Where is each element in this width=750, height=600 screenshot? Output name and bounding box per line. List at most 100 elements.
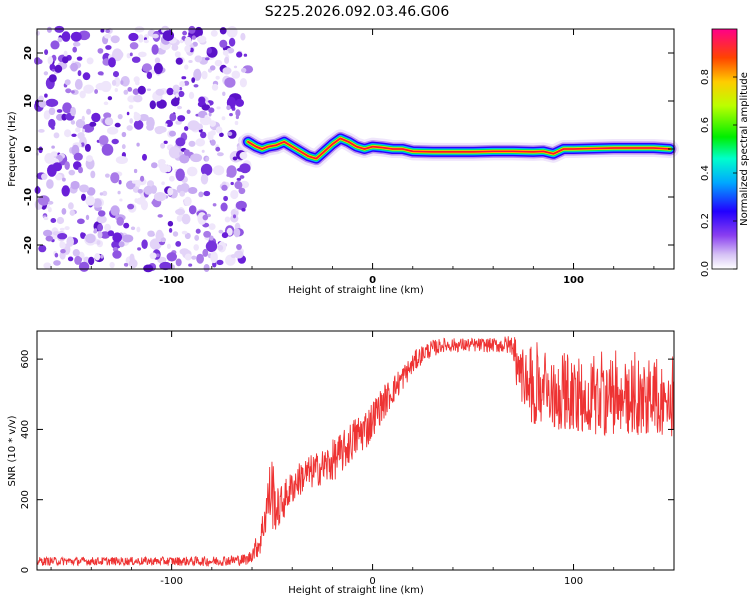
noise-blob — [97, 230, 103, 239]
noise-blob — [113, 71, 119, 78]
noise-blob — [109, 261, 115, 269]
noise-blob — [235, 109, 241, 117]
snr-ytick-label: 400 — [20, 420, 31, 439]
noise-blob — [171, 44, 179, 51]
spectrogram-xtick-label: -100 — [159, 275, 184, 286]
noise-blob — [183, 80, 190, 86]
noise-blob — [132, 88, 140, 95]
noise-blob — [43, 110, 51, 120]
noise-blob — [140, 175, 145, 182]
noise-blob — [41, 173, 48, 180]
noise-blob — [154, 57, 161, 64]
noise-blob — [230, 189, 239, 200]
noise-blob — [146, 88, 151, 91]
noise-blob — [59, 227, 65, 231]
colorbar-tick-label: 0.0 — [700, 261, 711, 277]
noise-blob — [208, 223, 216, 231]
noise-blob — [47, 164, 57, 177]
noise-blob — [143, 264, 154, 273]
noise-blob — [71, 133, 77, 137]
colorbar-label: Normalized spectral amplitude — [739, 72, 750, 226]
noise-blob — [104, 33, 112, 39]
colorbar-tick-label: 0.2 — [700, 213, 711, 229]
noise-blob — [105, 173, 110, 178]
noise-blob — [166, 243, 171, 249]
noise-blob — [229, 113, 233, 117]
noise-blob — [70, 180, 80, 190]
noise-blob — [224, 77, 236, 88]
snr-xtick-label: 0 — [369, 576, 375, 587]
noise-blob — [47, 56, 54, 65]
noise-blob — [74, 78, 83, 90]
noise-blob — [84, 143, 91, 152]
noise-blob — [105, 45, 112, 50]
noise-blob — [70, 31, 82, 42]
noise-blob — [174, 95, 180, 103]
noise-blob — [235, 115, 239, 120]
noise-blob — [202, 248, 209, 257]
noise-blob — [50, 151, 58, 157]
noise-blob — [46, 179, 54, 189]
noise-blob — [168, 228, 173, 233]
noise-blob — [48, 200, 54, 205]
noise-blob — [209, 65, 216, 71]
noise-blob — [191, 255, 197, 260]
noise-blob — [121, 131, 127, 138]
noise-blob — [45, 235, 54, 242]
noise-blob — [78, 261, 90, 272]
noise-blob — [80, 142, 85, 147]
noise-blob — [64, 161, 70, 170]
noise-blob — [219, 39, 228, 48]
noise-blob — [131, 56, 141, 63]
noise-blob — [190, 153, 203, 163]
noise-blob — [59, 241, 66, 249]
spectrogram-xtick-label: 0 — [369, 275, 376, 286]
noise-blob — [143, 185, 153, 195]
noise-blob — [72, 249, 80, 257]
noise-blob — [67, 256, 74, 262]
noise-blob — [108, 57, 116, 68]
noise-blob — [159, 261, 172, 271]
noise-blob — [186, 109, 191, 115]
noise-blob — [159, 163, 169, 173]
noise-blob — [114, 88, 119, 92]
noise-blob — [75, 119, 86, 129]
noise-blob — [153, 62, 163, 75]
noise-blob — [232, 156, 238, 161]
noise-blob — [147, 230, 155, 237]
noise-blob — [238, 187, 246, 195]
noise-blob — [74, 255, 82, 265]
noise-blob — [103, 112, 112, 119]
noise-blob — [175, 168, 185, 182]
noise-blob — [169, 175, 175, 182]
noise-blob — [151, 44, 159, 55]
noise-blob — [155, 253, 160, 258]
snr-xtick-label: 100 — [564, 576, 583, 587]
snr-ytick-label: 600 — [20, 350, 31, 369]
noise-blob — [135, 80, 140, 86]
noise-blob — [107, 96, 113, 101]
noise-blob — [206, 47, 212, 54]
noise-blob — [152, 33, 159, 39]
noise-blob — [130, 226, 136, 231]
noise-blob — [82, 72, 91, 81]
noise-blob — [221, 232, 229, 239]
noise-blob — [111, 240, 122, 249]
noise-blob — [43, 262, 52, 269]
noise-blob — [54, 64, 63, 73]
noise-blob — [228, 37, 236, 47]
noise-blob — [64, 129, 72, 138]
noise-blob — [100, 28, 105, 33]
noise-blob — [100, 254, 104, 259]
noise-blob — [234, 120, 239, 126]
noise-blob — [176, 215, 183, 222]
noise-blob — [110, 205, 120, 216]
noise-blob — [104, 117, 114, 126]
snr-panel: -100 0 100 0 200 400 600 Height of straight li… — [7, 330, 675, 596]
noise-blob — [181, 213, 191, 225]
noise-blob — [133, 112, 141, 122]
noise-blob — [230, 181, 234, 186]
noise-blob — [115, 156, 128, 164]
noise-blob — [200, 131, 207, 139]
noise-blob — [121, 144, 126, 150]
